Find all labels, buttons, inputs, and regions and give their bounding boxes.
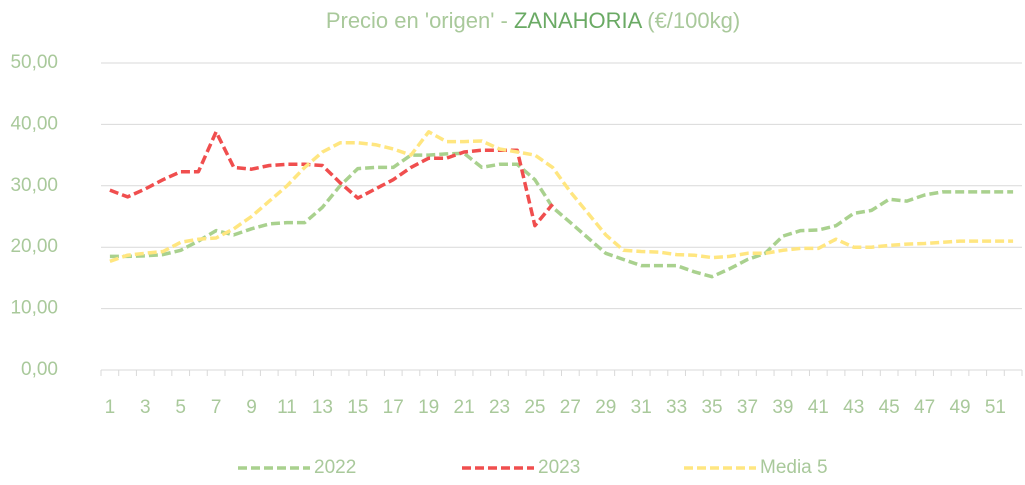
chart-title: Precio en 'origen' - ZANAHORIA (€/100kg) [326,8,740,33]
x-tick-label: 5 [175,397,186,418]
x-tick-label: 9 [246,397,257,418]
y-tick-label: 20,00 [10,236,58,257]
legend-label: 2023 [538,457,580,478]
x-tick-label: 49 [949,397,970,418]
x-tick-label: 3 [140,397,151,418]
x-tick-label: 29 [595,397,616,418]
x-tick-label: 15 [347,397,368,418]
legend-label: 2022 [314,457,356,478]
title-part: ZANAHORIA [514,8,643,33]
x-tick-label: 47 [914,397,935,418]
series-line [109,130,1014,263]
x-tick-label: 45 [879,397,900,418]
x-tick-label: 23 [489,397,510,418]
x-tick-label: 35 [701,397,722,418]
x-tick-label: 21 [454,397,475,418]
x-tick-label: 7 [211,397,222,418]
x-tick-label: 31 [631,397,652,418]
x-tick-label: 51 [985,397,1006,418]
series-line [109,151,1014,279]
x-tick-label: 37 [737,397,758,418]
x-tick-label: 39 [772,397,793,418]
x-tick-label: 1 [105,397,116,418]
x-tick-label: 11 [277,397,297,418]
x-tick-label: 27 [560,397,581,418]
x-tick-label: 13 [312,397,333,418]
legend-label: Media 5 [760,457,828,478]
x-tick-label: 17 [383,397,404,418]
x-tick-label: 25 [524,397,545,418]
y-tick-label: 40,00 [10,113,58,134]
y-tick-label: 50,00 [10,52,58,73]
y-tick-label: 30,00 [10,175,58,196]
title-part: (€/100kg) [641,8,740,33]
y-tick-label: 10,00 [10,298,58,319]
title-part: Precio en 'origen' - [326,8,514,33]
x-tick-label: 41 [808,397,829,418]
x-tick-label: 33 [666,397,687,418]
series-line [109,130,554,228]
x-tick-label: 43 [843,397,864,418]
x-tick-label: 19 [418,397,439,418]
y-tick-label: 0,00 [21,359,58,380]
